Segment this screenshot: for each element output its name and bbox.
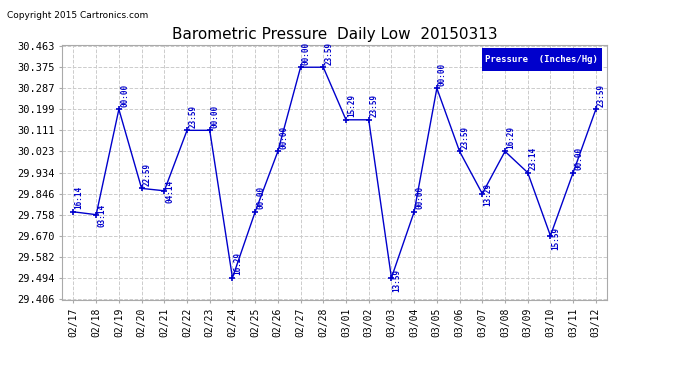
- Text: 13:29: 13:29: [484, 183, 493, 206]
- Text: 16:29: 16:29: [506, 126, 515, 149]
- Text: 00:00: 00:00: [256, 186, 265, 209]
- Text: 00:00: 00:00: [120, 84, 129, 107]
- Text: 22:59: 22:59: [143, 163, 152, 186]
- Text: 23:59: 23:59: [370, 94, 379, 117]
- Text: 03:14: 03:14: [97, 204, 106, 226]
- Text: 15:29: 15:29: [347, 94, 356, 117]
- Text: 23:59: 23:59: [597, 84, 606, 107]
- Text: 15:59: 15:59: [551, 227, 560, 250]
- Text: 04:14: 04:14: [166, 180, 175, 203]
- Text: 00:00: 00:00: [574, 147, 583, 170]
- Text: 00:00: 00:00: [302, 42, 310, 65]
- Text: 00:00: 00:00: [415, 186, 424, 209]
- Text: 23:59: 23:59: [324, 42, 333, 65]
- Text: 13:59: 13:59: [393, 269, 402, 292]
- Text: 00:00: 00:00: [438, 63, 447, 86]
- Title: Barometric Pressure  Daily Low  20150313: Barometric Pressure Daily Low 20150313: [172, 27, 497, 42]
- Text: 23:14: 23:14: [529, 147, 538, 170]
- Text: 16:14: 16:14: [75, 186, 83, 209]
- Text: 00:00: 00:00: [211, 105, 220, 128]
- Text: 00:00: 00:00: [279, 126, 288, 149]
- Text: 23:59: 23:59: [188, 105, 197, 128]
- Text: 23:59: 23:59: [461, 126, 470, 149]
- Text: 16:29: 16:29: [234, 252, 243, 275]
- Text: Copyright 2015 Cartronics.com: Copyright 2015 Cartronics.com: [7, 11, 148, 20]
